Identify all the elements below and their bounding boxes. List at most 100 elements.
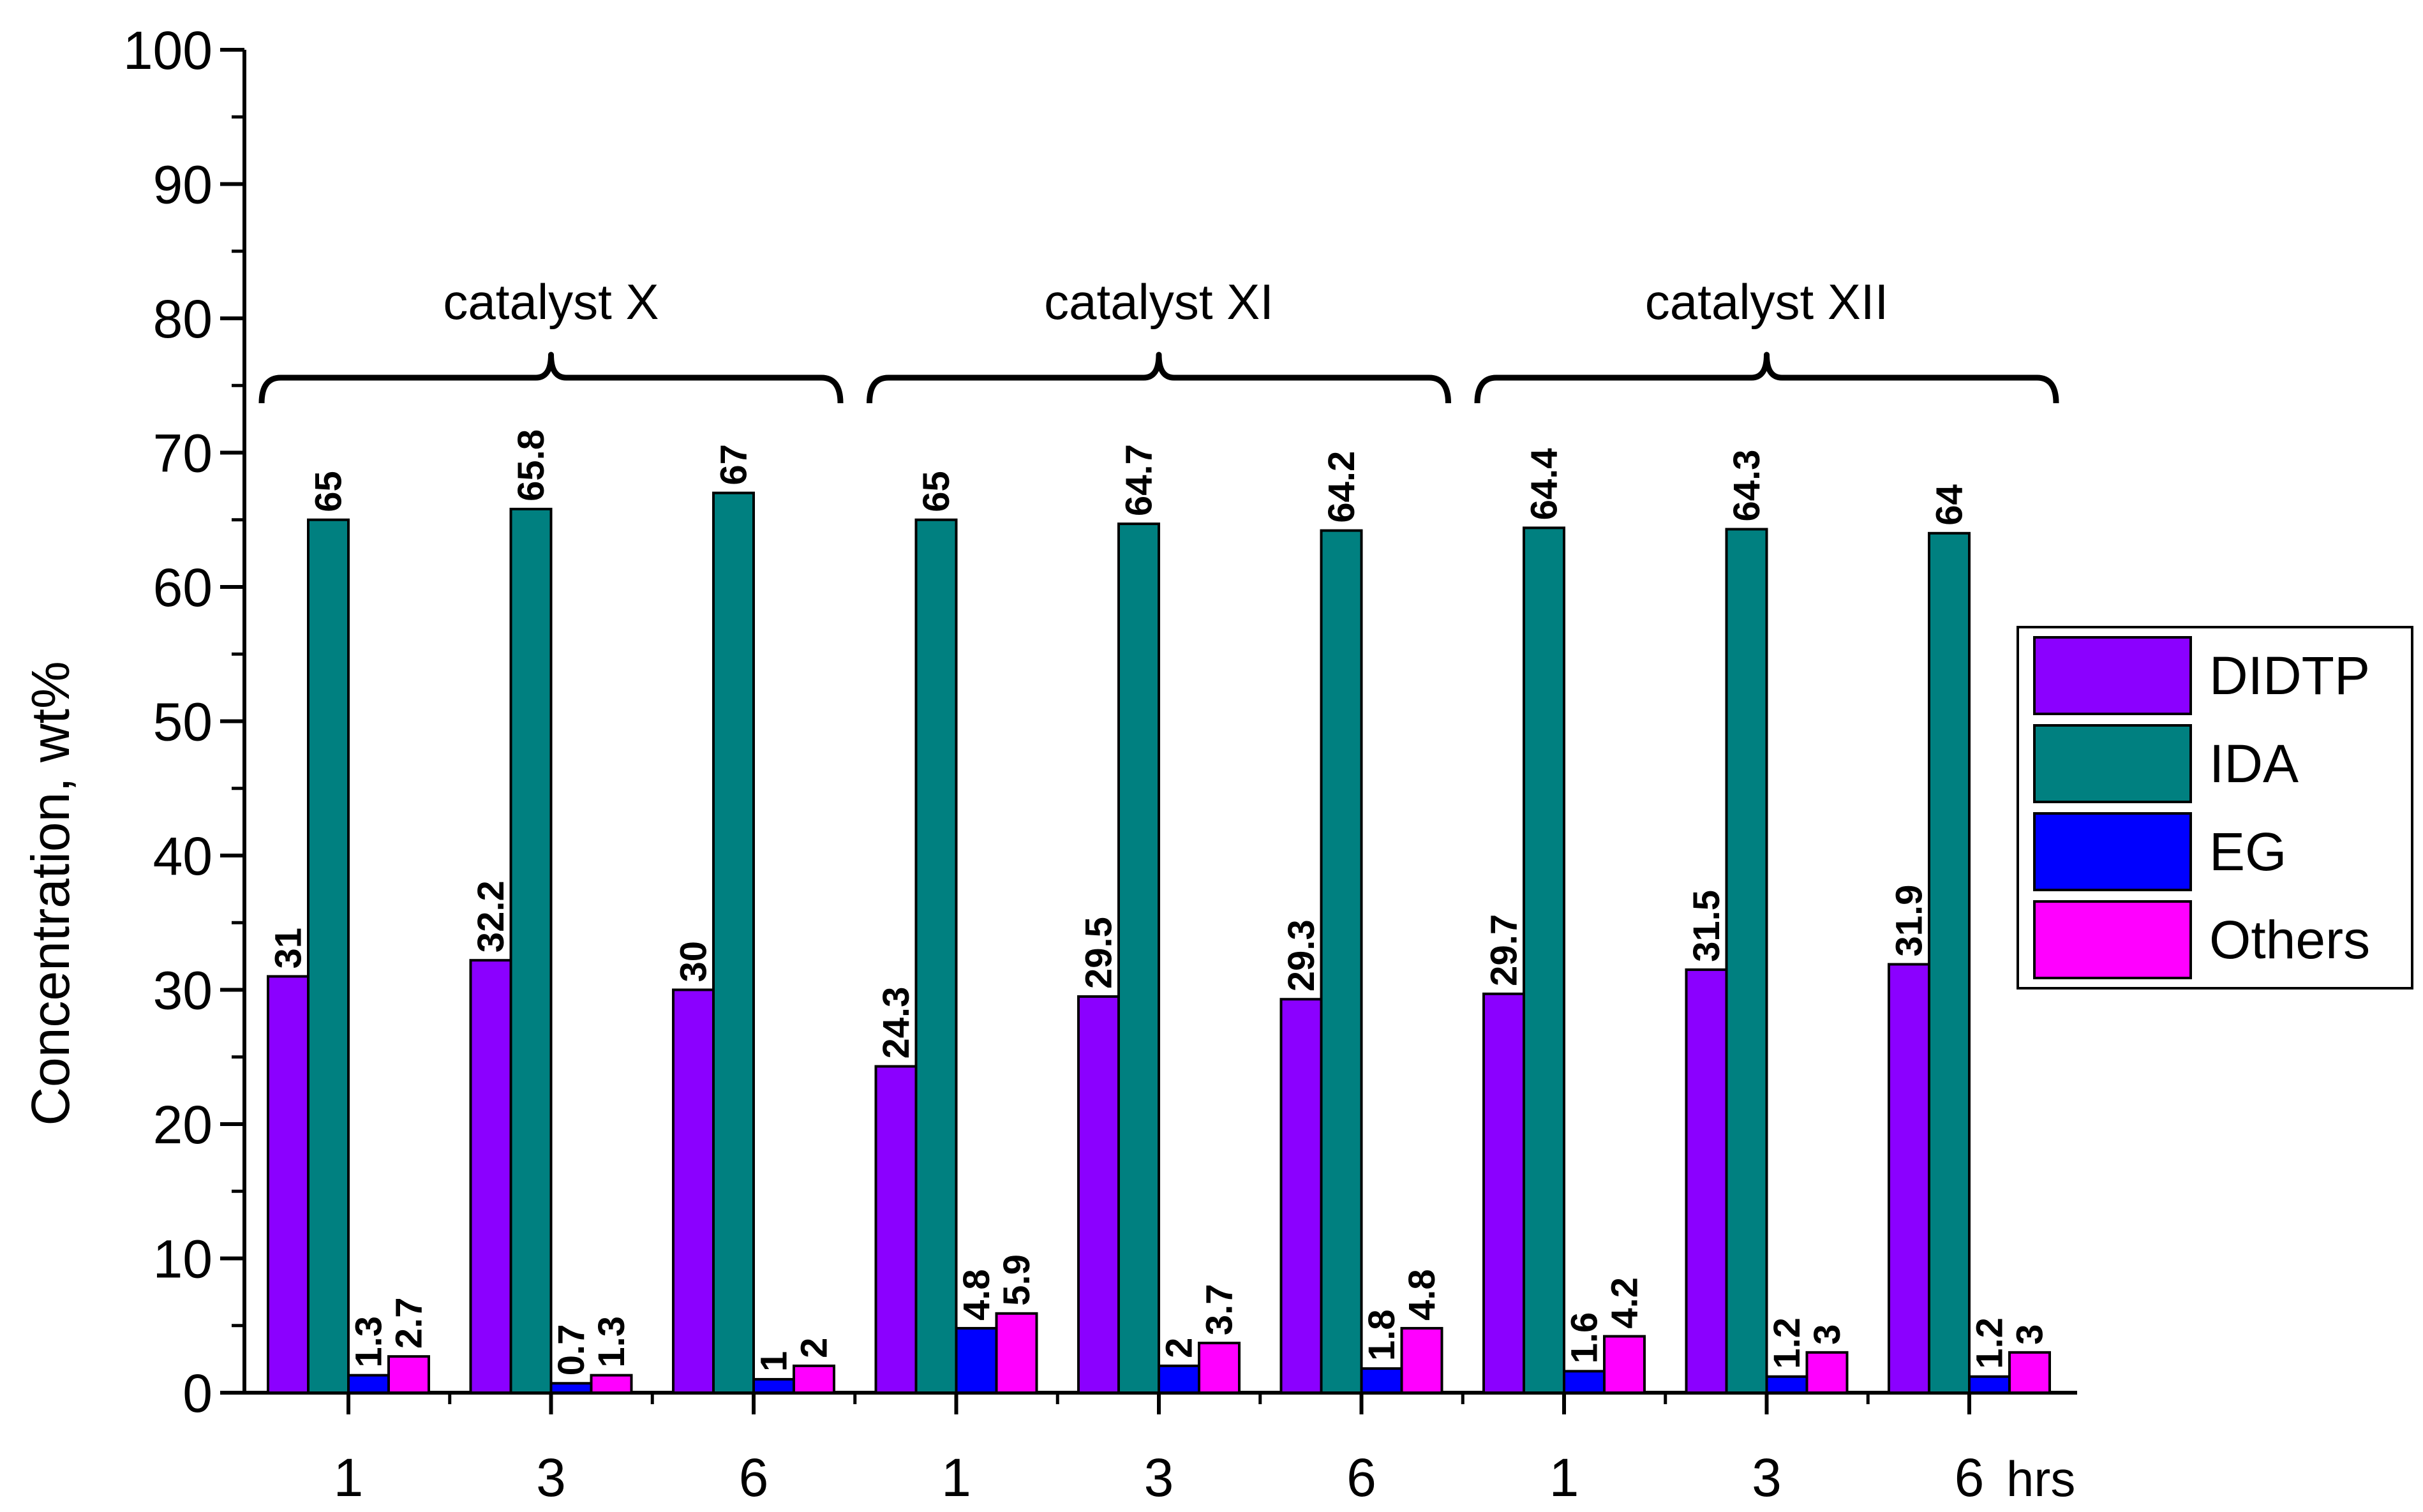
bar-ida — [509, 507, 553, 1394]
data-label-didtp: 29.5 — [1078, 917, 1120, 989]
bar-eg — [955, 1326, 998, 1394]
y-tick-label: 40 — [153, 826, 212, 886]
legend-label-eg: EG — [2209, 822, 2286, 882]
group-label: catalyst X — [443, 274, 659, 330]
data-label-didtp: 31.9 — [1889, 885, 1930, 957]
bar-eg — [1968, 1375, 2011, 1394]
data-label-ida: 64 — [1929, 484, 1971, 526]
axes: 0 10 20 30 40 50 60 70 80 90 100 Concentration, wt%… — [20, 20, 2077, 1508]
data-label-didtp: 31 — [268, 928, 309, 969]
data-label-ida: 65 — [916, 471, 957, 512]
data-label-didtp: 32.2 — [470, 880, 512, 952]
data-label-didtp: 31.5 — [1686, 890, 1727, 962]
legend-swatch-others — [2033, 900, 2192, 979]
bar-ida — [1320, 529, 1363, 1395]
data-label-didtp: 24.3 — [876, 987, 917, 1059]
legend-swatch-ida — [2033, 724, 2192, 803]
data-label-eg: 1.3 — [348, 1316, 390, 1368]
x-tick-label: 6 — [1955, 1448, 1985, 1508]
legend-swatch-eg — [2033, 812, 2192, 891]
x-tick-label: 1 — [941, 1448, 971, 1508]
bar-didtp — [1685, 968, 1728, 1395]
y-tick-label: 50 — [153, 692, 212, 752]
y-tick-label: 10 — [153, 1229, 212, 1289]
bar-ida — [1523, 526, 1565, 1394]
group-bracket — [867, 352, 1451, 404]
bar-ida — [914, 518, 958, 1394]
legend-label-didtp: DIDTP — [2209, 646, 2370, 706]
data-label-others: 1.3 — [591, 1316, 632, 1368]
data-label-ida: 64.3 — [1726, 450, 1768, 522]
group-label: catalyst XI — [1044, 274, 1274, 330]
data-label-eg: 2 — [1159, 1338, 1200, 1358]
data-label-didtp: 30 — [673, 941, 715, 982]
bar-others — [590, 1374, 633, 1395]
x-tick-label: 1 — [334, 1448, 364, 1508]
group-bracket — [258, 352, 844, 404]
x-tick-label: 1 — [1549, 1448, 1579, 1508]
data-label-eg: 1 — [754, 1351, 795, 1372]
x-tick-label: 6 — [739, 1448, 769, 1508]
data-label-others: 3 — [2009, 1324, 2051, 1345]
bar-didtp — [1482, 992, 1525, 1394]
data-label-eg: 1.2 — [1969, 1317, 2011, 1369]
bar-eg — [1158, 1364, 1200, 1394]
bar-ida — [1928, 531, 1971, 1394]
data-label-ida: 64.7 — [1119, 444, 1160, 516]
y-tick-label: 20 — [153, 1095, 212, 1155]
x-tick-label: 3 — [1752, 1448, 1782, 1508]
data-label-others: 3.7 — [1199, 1284, 1241, 1335]
bar-didtp — [672, 988, 715, 1394]
data-label-eg: 1.6 — [1564, 1312, 1606, 1364]
data-label-others: 2 — [794, 1338, 835, 1358]
bar-eg — [1563, 1370, 1606, 1395]
data-label-eg: 1.2 — [1766, 1317, 1808, 1369]
y-tick-label: 100 — [123, 20, 212, 80]
data-label-others: 4.8 — [1401, 1269, 1443, 1321]
bar-ida — [1117, 523, 1160, 1395]
group-bracket — [1474, 352, 2059, 404]
data-label-eg: 0.7 — [551, 1324, 592, 1376]
data-label-others: 3 — [1807, 1324, 1848, 1345]
data-label-didtp: 29.7 — [1484, 914, 1525, 986]
y-tick-label: 0 — [183, 1363, 212, 1423]
data-label-others: 5.9 — [996, 1254, 1038, 1306]
data-label-ida: 65 — [308, 471, 350, 512]
bar-didtp — [469, 959, 512, 1394]
y-tick-label: 70 — [153, 424, 212, 484]
x-tick-label: 3 — [1144, 1448, 1174, 1508]
bar-others — [1400, 1326, 1443, 1394]
y-tick-label: 30 — [153, 961, 212, 1021]
bar-ida — [1725, 528, 1768, 1394]
y-tick-label: 60 — [153, 558, 212, 618]
bar-others — [2008, 1351, 2051, 1395]
bar-eg — [1765, 1375, 1808, 1394]
x-unit-label: hrs — [2006, 1451, 2075, 1507]
bar-others — [995, 1312, 1038, 1394]
group-label: catalyst XII — [1645, 274, 1888, 330]
bar-eg — [752, 1377, 795, 1394]
data-label-eg: 4.8 — [956, 1269, 997, 1321]
bar-others — [793, 1364, 835, 1394]
bar-others — [1198, 1342, 1241, 1394]
bar-eg — [549, 1382, 593, 1394]
bars — [267, 491, 2051, 1395]
data-label-others: 4.2 — [1604, 1277, 1646, 1329]
bar-others — [1805, 1351, 1849, 1395]
bar-eg — [347, 1374, 390, 1395]
data-label-ida: 65.8 — [511, 429, 552, 501]
bar-didtp — [1888, 963, 1930, 1394]
data-labels: 31651.32.732.265.80.71.330671224.3654.85… — [268, 429, 2051, 1375]
data-label-others: 2.7 — [389, 1298, 430, 1349]
data-label-didtp: 29.3 — [1281, 919, 1322, 991]
bar-ida — [307, 518, 350, 1394]
bar-others — [1603, 1335, 1646, 1395]
bar-didtp — [267, 975, 309, 1394]
bar-eg — [1360, 1367, 1403, 1395]
data-label-ida: 67 — [713, 444, 755, 485]
legend: DIDTP IDA EG Others — [2017, 626, 2413, 989]
x-tick-label: 3 — [536, 1448, 566, 1508]
y-axis-title: Concentration, wt% — [20, 661, 80, 1125]
data-label-eg: 1.8 — [1361, 1309, 1403, 1361]
